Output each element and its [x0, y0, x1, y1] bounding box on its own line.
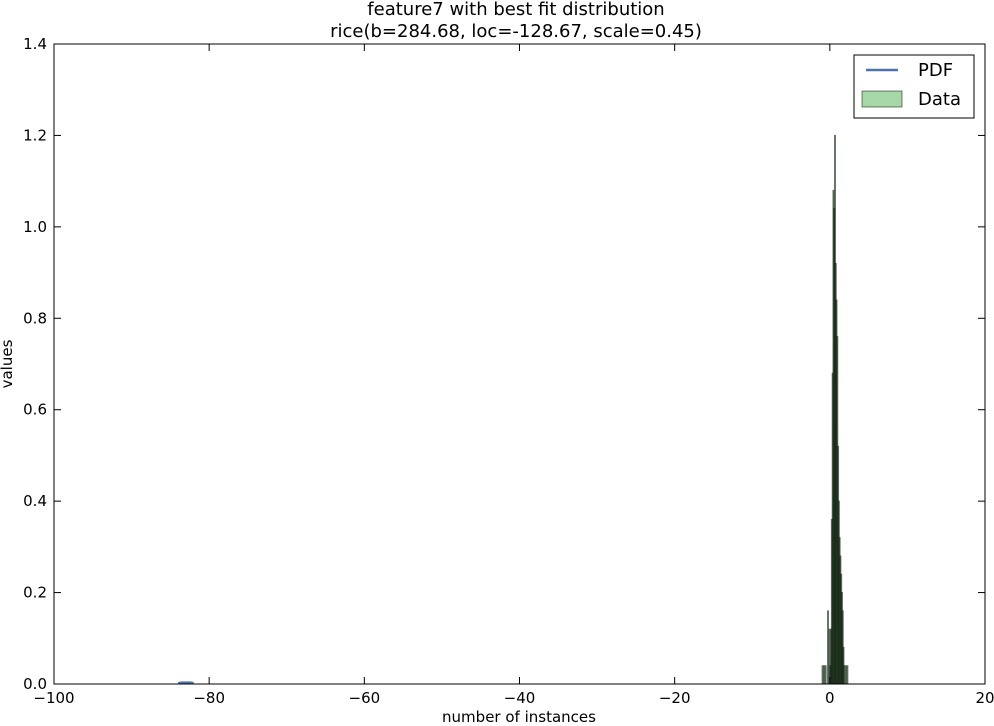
histogram-bar	[824, 665, 827, 685]
legend-pdf-label: PDF	[918, 60, 953, 81]
histogram-bar	[823, 665, 826, 685]
legend: PDF Data	[853, 54, 975, 119]
x-tick-label: −80	[193, 689, 225, 707]
x-axis-ticks: −100 −80 −60 −40 −20 0 20	[33, 44, 994, 707]
histogram-bar	[844, 665, 847, 685]
plot-frame	[53, 43, 986, 685]
y-tick-label: 0.6	[23, 401, 47, 419]
legend-data-label: Data	[918, 89, 961, 110]
y-axis-label: values	[0, 339, 16, 388]
chart-subtitle: rice(b=284.68, loc=-128.67, scale=0.45)	[330, 21, 702, 42]
legend-data-swatch	[861, 90, 903, 108]
y-tick-label: 1.4	[23, 35, 47, 53]
y-tick-label: 0.0	[23, 675, 47, 693]
y-tick-label: 1.2	[23, 126, 47, 144]
y-tick-label: 1.0	[23, 218, 47, 236]
x-tick-label: 0	[825, 689, 835, 707]
y-tick-label: 0.4	[23, 492, 47, 510]
chart-title: feature7 with best fit distribution	[367, 0, 664, 20]
histogram-bar	[843, 665, 846, 685]
histogram-bar	[827, 610, 830, 685]
x-tick-label: −100	[33, 689, 74, 707]
x-tick-label: −60	[349, 689, 381, 707]
histogram-bar	[846, 665, 849, 685]
x-axis-label: number of instances	[442, 708, 596, 726]
x-tick-label: −40	[504, 689, 536, 707]
y-tick-label: 0.8	[23, 309, 47, 327]
y-tick-label: 0.2	[23, 584, 47, 602]
histogram-bar	[821, 665, 824, 685]
y-axis-ticks: 0.0 0.2 0.4 0.6 0.8 1.0 1.2 1.4	[23, 35, 985, 693]
x-tick-label: −20	[659, 689, 691, 707]
histogram-bars	[821, 134, 849, 685]
x-tick-label: 20	[975, 689, 994, 707]
